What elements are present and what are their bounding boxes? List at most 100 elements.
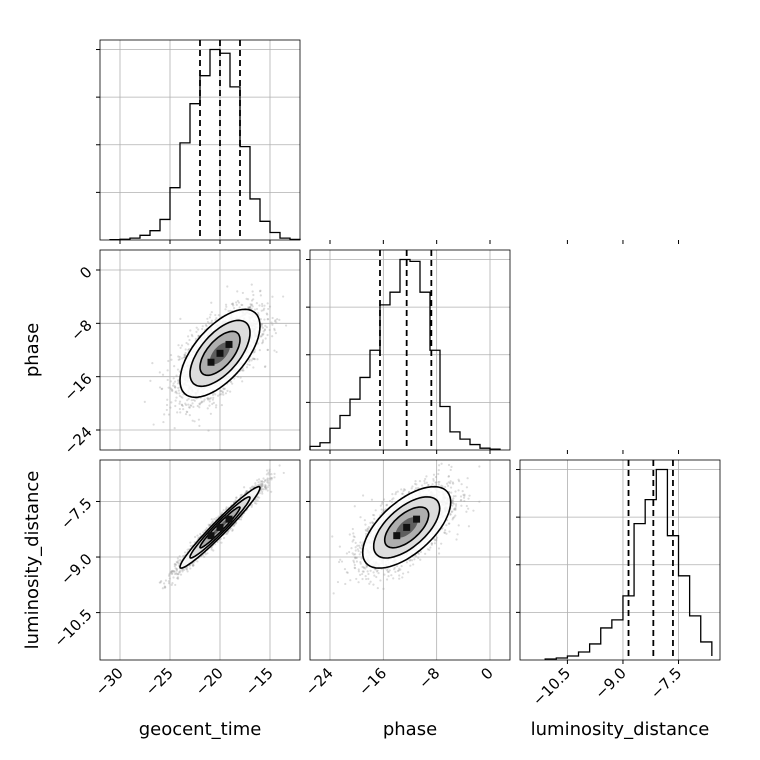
scatter-point xyxy=(261,333,264,336)
scatter-point xyxy=(177,389,180,392)
scatter-point xyxy=(246,298,250,301)
scatter-point xyxy=(252,293,255,297)
scatter-point xyxy=(173,365,176,368)
scatter-point xyxy=(194,535,197,539)
scatter-point xyxy=(250,307,253,310)
scatter-point xyxy=(173,564,176,568)
scatter-point xyxy=(177,355,180,358)
scatter-point xyxy=(179,346,182,349)
scatter-point xyxy=(250,486,254,489)
scatter-point xyxy=(264,488,267,491)
scatter-point xyxy=(273,472,276,475)
scatter-geocent_time-luminosity_distance xyxy=(158,464,285,590)
scatter-point xyxy=(270,478,273,481)
scatter-point xyxy=(261,492,264,495)
scatter-point xyxy=(234,499,237,502)
scatter-point xyxy=(248,363,251,367)
scatter-point xyxy=(249,486,252,490)
scatter-point xyxy=(273,327,276,330)
scatter-point xyxy=(254,482,257,485)
scatter-point xyxy=(173,385,176,388)
scatter-point xyxy=(175,563,178,566)
scatter-point xyxy=(178,392,181,395)
scatter-point xyxy=(209,412,212,415)
scatter-point xyxy=(214,313,217,317)
scatter-point xyxy=(202,400,205,403)
scatter-point xyxy=(248,306,251,310)
scatter-point xyxy=(261,482,264,485)
scatter-point xyxy=(225,305,228,308)
scatter-point xyxy=(261,484,264,487)
scatter-point xyxy=(233,377,236,380)
scatter-point xyxy=(219,389,222,393)
scatter-point xyxy=(176,368,180,371)
scatter-point xyxy=(182,568,186,572)
scatter-point xyxy=(264,479,267,482)
scatter-point xyxy=(203,398,206,401)
scatter-point xyxy=(251,485,254,488)
scatter-point xyxy=(206,397,209,400)
scatter-point xyxy=(180,403,184,407)
scatter-point xyxy=(177,386,180,390)
scatter-point xyxy=(257,478,261,481)
scatter-point xyxy=(252,357,255,360)
scatter-point xyxy=(271,323,274,326)
scatter-point xyxy=(205,527,208,530)
scatter-point xyxy=(199,532,202,536)
scatter-point xyxy=(171,572,174,575)
scatter-point xyxy=(225,506,228,509)
scatter-point xyxy=(167,582,171,585)
scatter-point xyxy=(270,477,274,480)
scatter-point xyxy=(264,337,267,340)
scatter-point xyxy=(220,403,223,407)
scatter-point xyxy=(230,302,233,306)
scatter-point xyxy=(265,326,269,329)
scatter-point xyxy=(250,304,253,307)
scatter-point xyxy=(251,305,254,308)
scatter-point xyxy=(175,569,178,572)
scatter-point xyxy=(260,486,263,490)
scatter-point xyxy=(260,323,264,326)
scatter-point xyxy=(192,564,195,567)
scatter-point xyxy=(214,318,217,322)
scatter-point xyxy=(205,324,208,328)
scatter-point xyxy=(264,485,267,488)
scatter-point xyxy=(178,571,181,574)
scatter-point xyxy=(256,479,259,482)
scatter-point xyxy=(249,303,252,306)
scatter-point xyxy=(261,340,264,344)
scatter-point xyxy=(260,483,263,487)
scatter-point xyxy=(185,403,188,407)
scatter-point xyxy=(253,308,257,311)
scatter-point xyxy=(166,398,169,401)
scatter-point xyxy=(178,555,181,558)
scatter-point xyxy=(158,386,162,389)
scatter-point xyxy=(260,335,263,338)
scatter-point xyxy=(168,577,171,580)
scatter-point xyxy=(262,332,265,336)
scatter-point xyxy=(250,503,254,506)
scatter-point xyxy=(192,564,195,567)
scatter-point xyxy=(197,328,200,331)
scatter-point xyxy=(184,413,188,416)
scatter-point xyxy=(254,484,257,487)
scatter-point xyxy=(238,306,241,309)
scatter-point xyxy=(252,351,255,354)
scatter-point xyxy=(251,290,254,293)
scatter-point xyxy=(263,485,267,488)
scatter-point xyxy=(178,407,181,411)
scatter-point xyxy=(176,576,180,579)
scatter-point xyxy=(173,380,177,383)
scatter-point xyxy=(224,532,228,535)
scatter-point xyxy=(200,400,203,403)
scatter-point xyxy=(143,400,146,403)
scatter-point xyxy=(179,558,182,561)
scatter-point xyxy=(258,290,262,293)
scatter-point xyxy=(198,402,201,405)
scatter-point xyxy=(240,303,243,306)
scatter-point xyxy=(217,515,220,518)
scatter-point xyxy=(174,567,177,570)
scatter-point xyxy=(270,490,273,493)
scatter-point xyxy=(264,365,267,368)
